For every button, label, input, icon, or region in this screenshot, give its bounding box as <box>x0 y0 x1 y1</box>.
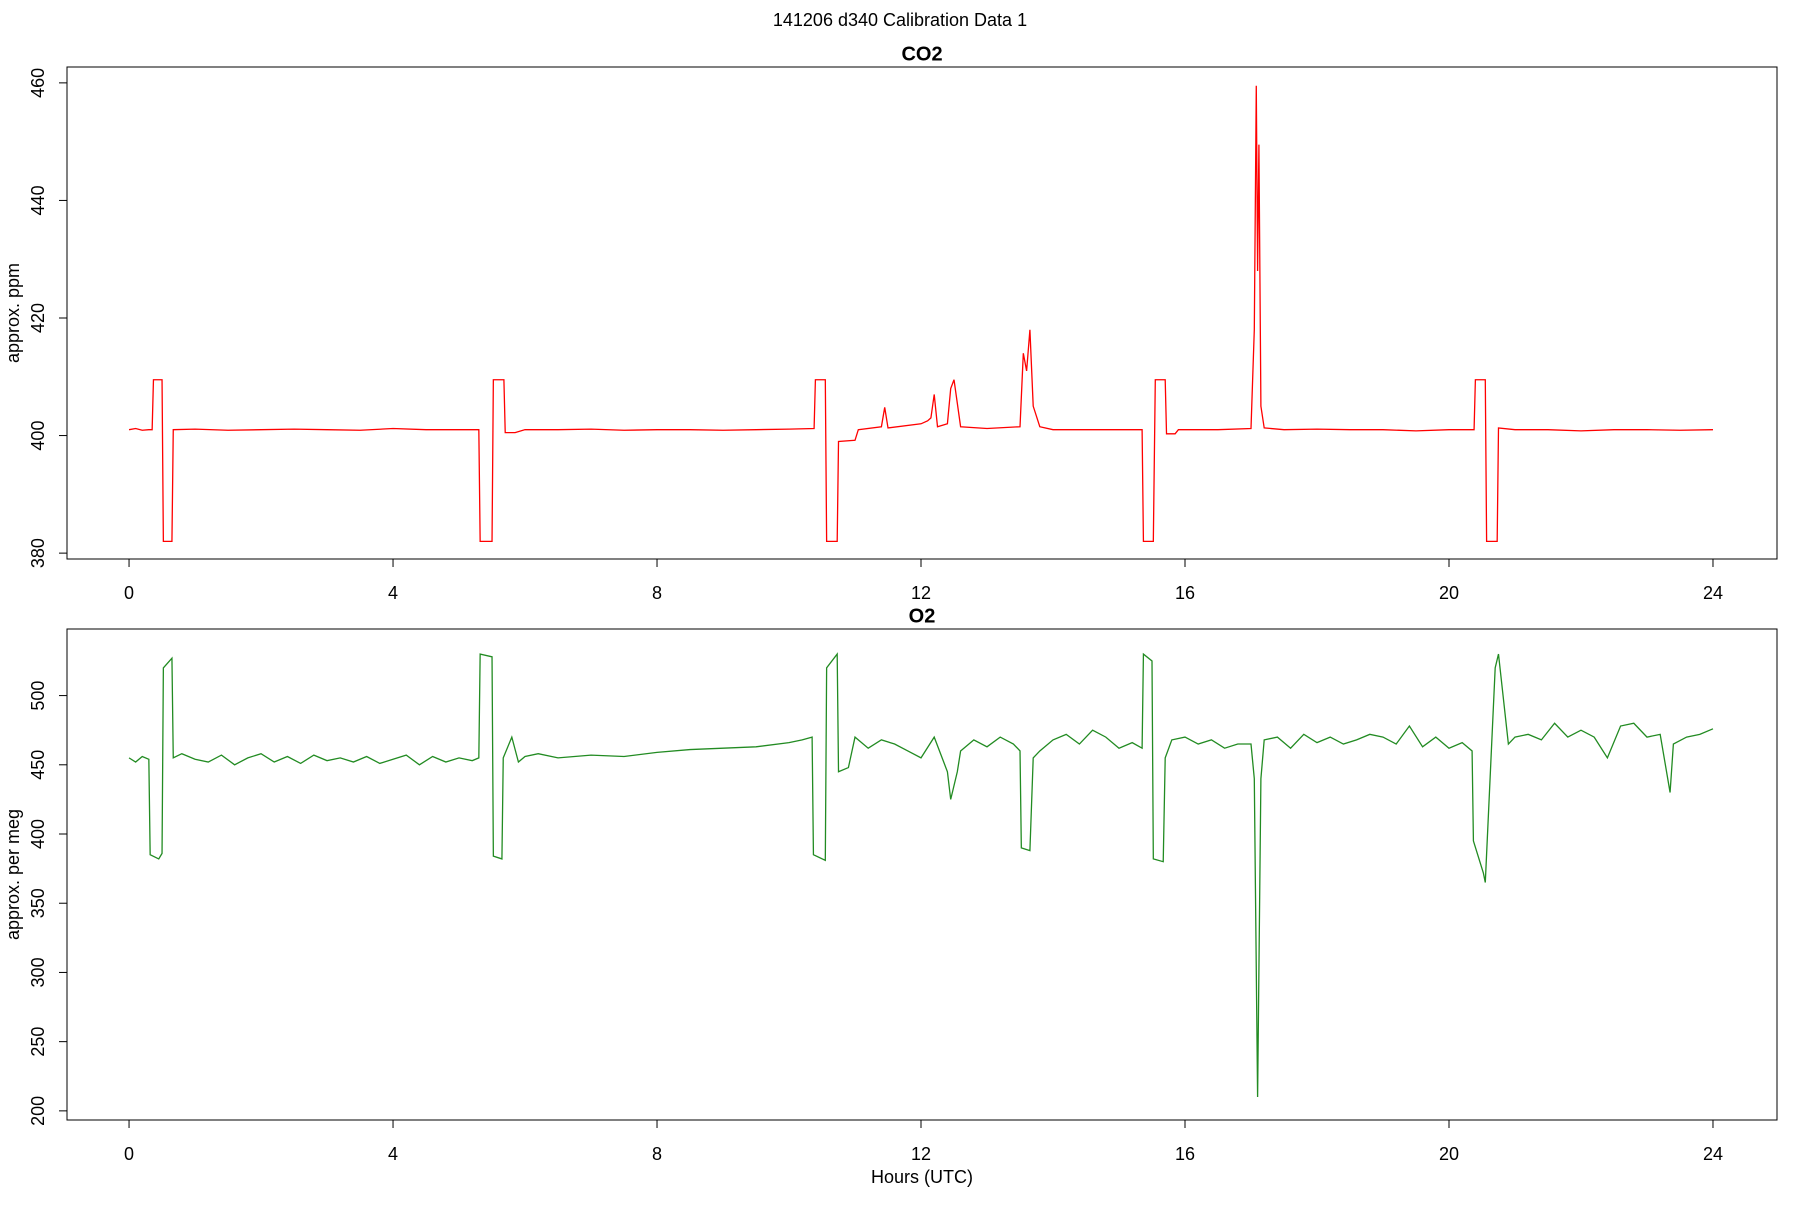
chart-title: CO2 <box>901 43 942 65</box>
y-axis-label: approx. per meg <box>3 809 23 940</box>
y-tick-label: 500 <box>28 681 48 711</box>
y-tick-label: 350 <box>28 888 48 918</box>
x-tick-label: 0 <box>124 583 134 603</box>
y-tick-label: 420 <box>28 303 48 333</box>
x-tick-label: 12 <box>911 583 931 603</box>
data-line <box>128 652 1714 1098</box>
y-tick-label: 300 <box>28 957 48 987</box>
y-tick-label: 400 <box>28 421 48 451</box>
y-tick-label: 460 <box>28 68 48 98</box>
y-tick-label: 440 <box>28 185 48 215</box>
data-line <box>128 85 1713 543</box>
x-tick-label: 4 <box>388 583 398 603</box>
x-tick-label: 8 <box>652 583 662 603</box>
y-axis-label: approx. ppm <box>3 263 23 363</box>
x-tick-label: 4 <box>388 1144 398 1164</box>
y-tick-label: 450 <box>28 750 48 780</box>
x-tick-label: 24 <box>1703 1144 1723 1164</box>
y-tick-label: 380 <box>28 538 48 568</box>
plot-box <box>66 66 1778 560</box>
x-tick-label: 16 <box>1175 583 1195 603</box>
y-tick-label: 250 <box>28 1027 48 1057</box>
chart-title: O2 <box>909 605 936 627</box>
x-tick-label: 16 <box>1175 1144 1195 1164</box>
y-tick-label: 200 <box>28 1096 48 1126</box>
x-tick-label: 0 <box>124 1144 134 1164</box>
figure-title: 141206 d340 Calibration Data 1 <box>773 10 1027 30</box>
y-tick-label: 400 <box>28 819 48 849</box>
plot-box <box>66 628 1778 1121</box>
x-tick-label: 12 <box>911 1144 931 1164</box>
x-axis-label: Hours (UTC) <box>871 1167 973 1187</box>
x-tick-label: 20 <box>1439 583 1459 603</box>
x-tick-label: 8 <box>652 1144 662 1164</box>
x-tick-label: 20 <box>1439 1144 1459 1164</box>
x-tick-label: 24 <box>1703 583 1723 603</box>
